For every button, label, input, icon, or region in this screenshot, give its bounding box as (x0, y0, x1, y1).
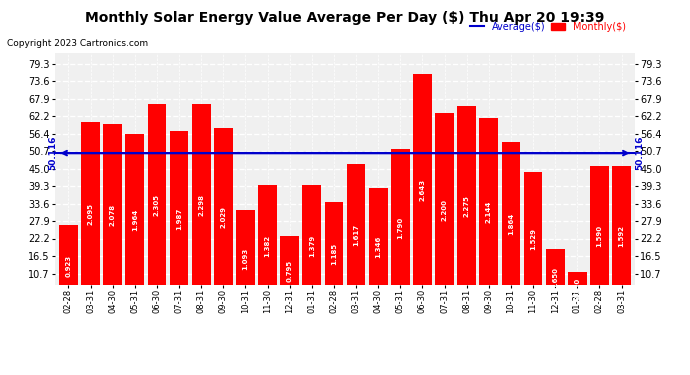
Text: 1.790: 1.790 (397, 216, 404, 239)
Bar (612, 166, 631, 306)
Bar (546, 249, 564, 306)
Text: 1.617: 1.617 (353, 224, 359, 246)
Bar (368, 188, 388, 306)
Text: 1.590: 1.590 (596, 225, 602, 248)
Text: 1.964: 1.964 (132, 209, 138, 231)
Bar (170, 131, 188, 306)
Bar (502, 142, 520, 306)
Text: 1.382: 1.382 (264, 234, 270, 256)
Text: 0.795: 0.795 (286, 260, 293, 282)
Legend: Average($), Monthly($): Average($), Monthly($) (466, 18, 630, 36)
Text: 2.144: 2.144 (486, 201, 492, 223)
Text: 2.298: 2.298 (198, 194, 204, 216)
Text: 1.093: 1.093 (242, 247, 248, 270)
Bar (391, 149, 410, 306)
Bar (81, 122, 100, 306)
Text: 1.987: 1.987 (176, 208, 182, 230)
Bar (104, 124, 122, 306)
Text: 1.185: 1.185 (331, 243, 337, 266)
Text: 2.275: 2.275 (464, 195, 470, 217)
Text: 0.650: 0.650 (552, 267, 558, 289)
Bar (214, 128, 233, 306)
Text: 2.029: 2.029 (220, 206, 226, 228)
Bar (302, 185, 322, 306)
Text: 1.529: 1.529 (530, 228, 536, 250)
Bar (324, 202, 344, 306)
Text: 2.643: 2.643 (420, 179, 426, 201)
Text: 2.078: 2.078 (110, 204, 116, 226)
Bar (524, 172, 542, 306)
Text: Copyright 2023 Cartronics.com: Copyright 2023 Cartronics.com (7, 39, 148, 48)
Text: 2.200: 2.200 (442, 199, 448, 220)
Bar (59, 225, 78, 306)
Bar (435, 113, 454, 306)
Text: 1.346: 1.346 (375, 236, 381, 258)
Text: Monthly Solar Energy Value Average Per Day ($) Thu Apr 20 19:39: Monthly Solar Energy Value Average Per D… (86, 11, 604, 25)
Bar (280, 236, 299, 306)
Text: 2.305: 2.305 (154, 194, 160, 216)
Bar (236, 210, 255, 306)
Bar (192, 104, 210, 306)
Bar (126, 134, 144, 306)
Text: 50.116: 50.116 (635, 136, 644, 170)
Text: 50.116: 50.116 (48, 136, 57, 170)
Text: 1.864: 1.864 (508, 213, 514, 236)
Bar (258, 184, 277, 306)
Bar (413, 74, 432, 306)
Text: 2.095: 2.095 (88, 203, 94, 225)
Text: 0.923: 0.923 (66, 255, 72, 277)
Bar (346, 164, 366, 306)
Text: 1.379: 1.379 (309, 235, 315, 257)
Bar (568, 272, 586, 306)
Bar (148, 104, 166, 306)
Bar (480, 118, 498, 306)
Text: 1.592: 1.592 (618, 225, 624, 248)
Text: 0.390: 0.390 (574, 278, 580, 300)
Bar (457, 106, 476, 306)
Bar (590, 166, 609, 306)
